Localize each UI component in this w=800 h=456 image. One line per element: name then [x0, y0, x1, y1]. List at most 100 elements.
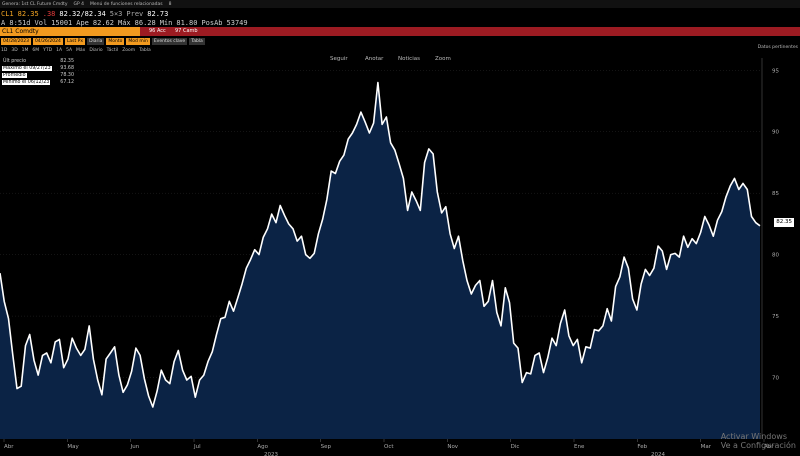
compare-chip[interactable]: 97 Camb	[175, 28, 198, 34]
chart-legend: Últ precio 82.35 Máximo el 09/27/23 93.68 …	[2, 58, 74, 86]
toolbar-button[interactable]: Mod min	[126, 38, 150, 45]
legend-value: 93.68	[60, 66, 74, 71]
price-chart: 70 75 80 85 90 95 Abr May Jun Jul Ago Sep Oct Nov Dic…	[0, 56, 779, 456]
y-axis: 70 75 80 85 90 95	[761, 58, 779, 439]
last-price: 82.35	[17, 9, 39, 18]
legend-value: 67.12	[60, 80, 74, 85]
x-tick-label: Feb	[637, 444, 647, 450]
legend-label: Máximo el 09/27/23	[2, 66, 52, 71]
legend-value: 82.35	[60, 59, 74, 64]
low-label: Mín	[159, 18, 173, 27]
legend-label: Mínimo el 06/12/23	[2, 80, 51, 85]
range-option[interactable]: 5A	[66, 48, 73, 53]
legend-row: Últ precio 82.35	[2, 58, 74, 65]
data-settings-label[interactable]: Datos pertinentes	[757, 45, 798, 50]
x-tick-label: Abr	[764, 444, 774, 450]
y-tick-label: 70	[772, 376, 779, 382]
toolbar-button[interactable]: 04/26/2024	[32, 38, 63, 45]
legend-row: Máximo el 09/27/23 93.68	[2, 65, 74, 72]
range-option[interactable]: Máx	[76, 48, 86, 53]
legend-row: Mínimo el 06/12/23 67.12	[2, 79, 74, 86]
x-tick-label: Ago	[257, 444, 268, 450]
x-tick-label: Oct	[384, 444, 394, 450]
actions-chip[interactable]: 96 Acc	[149, 28, 166, 34]
windows-activation-watermark: Activar Windows Ve a Configuración	[721, 432, 796, 450]
bid-ask: 82.32/82.34	[59, 9, 106, 18]
range-option[interactable]: Zoom	[122, 48, 136, 53]
quote-row: CL1 82.35 .38 82.32/82.34 5×3 Prev 82.73	[0, 9, 800, 18]
legend-row: Promedio 78.30	[2, 72, 74, 79]
x-tick-label: Sep	[321, 444, 332, 450]
security-bar: CL1 Comdty 96 Acc 97 Camb	[0, 27, 800, 36]
range-option[interactable]: 1A	[56, 48, 63, 53]
time: A 8:51d	[1, 18, 31, 27]
x-tick-label: Jun	[130, 444, 140, 450]
watermark-line: Ve a Configuración	[720, 441, 796, 450]
open-value: 82.62	[92, 18, 114, 27]
chart-nav: Seguir Anotar Noticias Zoom	[330, 56, 451, 62]
oi-label: PosAb	[201, 18, 223, 27]
legend-label: Últ precio	[3, 59, 27, 64]
toolbar-button[interactable]: Tabla	[189, 38, 205, 45]
x-year-label: 2023	[264, 452, 278, 456]
menu-item[interactable]: 8	[168, 1, 172, 7]
toolbar-button[interactable]: Monto	[106, 38, 125, 45]
legend-value: 78.30	[60, 73, 74, 78]
nav-anotar[interactable]: Anotar	[365, 56, 384, 62]
prev-value: 82.73	[147, 9, 169, 18]
range-option[interactable]: Diario	[89, 48, 103, 53]
toolbar-button[interactable]: Last Px	[64, 38, 86, 45]
x-tick-label: Abr	[4, 444, 14, 450]
last-price-tag: 82.35	[774, 218, 794, 227]
y-tick-label: 75	[772, 314, 779, 320]
x-tick-label: Ene	[574, 444, 585, 450]
change-value: .38	[42, 9, 56, 18]
menu-bar: Genera: 1st CL Future Cmdty GP 4 Menú de…	[0, 0, 800, 8]
x-year-label: 2024	[651, 452, 665, 456]
range-option[interactable]: 1D	[1, 48, 8, 53]
range-option[interactable]: 6M	[32, 48, 40, 53]
ticker-code: CL1	[1, 9, 14, 18]
nav-seguir[interactable]: Seguir	[330, 56, 348, 62]
range-option[interactable]: 3D	[11, 48, 18, 53]
toolbar-button[interactable]: Eventos clave	[151, 38, 188, 45]
size: 5×3	[109, 9, 123, 18]
toolbar-button[interactable]: 04/28/2023	[1, 38, 31, 45]
x-tick-label: Jul	[193, 444, 201, 450]
y-tick-label: 80	[772, 253, 779, 259]
chart-toolbar: 04/28/2023 04/26/2024 Last Px Diaria Mon…	[0, 37, 800, 46]
price-line	[0, 81, 761, 408]
oi-value: 53749	[226, 18, 248, 27]
open-label: Ape	[76, 18, 89, 27]
toolbar-button[interactable]: Diaria	[87, 38, 105, 45]
range-option[interactable]: 1M	[21, 48, 29, 53]
menu-item[interactable]: Genera: 1st CL Future Cmdty	[2, 1, 68, 7]
range-option[interactable]: YTD	[43, 48, 53, 53]
legend-label: Promedio	[2, 73, 27, 78]
menu-item[interactable]: Menú de funciones relacionadas	[89, 1, 163, 7]
nav-zoom[interactable]: Zoom	[435, 56, 451, 62]
menu-item[interactable]: GP 4	[73, 1, 84, 7]
quote-row-2: A 8:51d Vol 15001 Ape 82.62 Máx 86.28 Mí…	[0, 18, 800, 27]
security-ticker[interactable]: CL1 Comdty	[0, 27, 140, 36]
prev-label: Prev	[126, 9, 144, 18]
x-tick-label: May	[67, 444, 79, 450]
vol-value: 15001	[51, 18, 73, 27]
x-axis: Abr May Jun Jul Ago Sep Oct Nov Dic Ene Feb Mar Abr 2…	[3, 439, 774, 456]
price-area	[0, 82, 760, 439]
y-tick-label: 90	[772, 130, 779, 136]
nav-noticias[interactable]: Noticias	[398, 56, 420, 62]
vol-label: Vol	[34, 18, 48, 27]
high-value: 86.28	[134, 18, 156, 27]
range-toolbar: 1D 3D 1M 6M YTD 1A 5A Máx Diario Táctil …	[0, 47, 800, 54]
y-tick-label: 85	[772, 191, 779, 197]
range-option[interactable]: Táctil	[106, 48, 119, 53]
x-tick-label: Mar	[701, 444, 712, 450]
high-label: Máx	[117, 18, 131, 27]
x-tick-label: Nov	[447, 444, 458, 450]
low-value: 81.80	[176, 18, 198, 27]
range-option[interactable]: Tabla	[139, 48, 151, 53]
y-tick-label: 95	[772, 68, 779, 74]
watermark-line: Activar Windows	[720, 432, 787, 441]
